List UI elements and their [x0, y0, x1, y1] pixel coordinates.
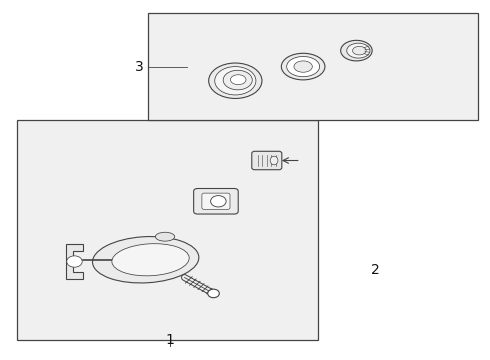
- Ellipse shape: [341, 40, 372, 61]
- Ellipse shape: [215, 67, 256, 95]
- Text: 3: 3: [135, 59, 143, 73]
- Ellipse shape: [230, 75, 246, 85]
- Circle shape: [208, 289, 220, 298]
- Bar: [17, 120, 318, 339]
- Ellipse shape: [209, 63, 262, 99]
- Ellipse shape: [352, 46, 366, 55]
- Bar: [148, 13, 478, 120]
- Ellipse shape: [294, 61, 312, 72]
- FancyBboxPatch shape: [202, 193, 230, 210]
- Polygon shape: [66, 244, 83, 279]
- Ellipse shape: [112, 244, 189, 276]
- Ellipse shape: [223, 70, 252, 90]
- Text: 2: 2: [371, 264, 380, 278]
- Text: 1: 1: [166, 333, 174, 347]
- FancyBboxPatch shape: [194, 189, 238, 214]
- Ellipse shape: [287, 57, 319, 77]
- Circle shape: [67, 256, 82, 267]
- Ellipse shape: [155, 232, 175, 241]
- Circle shape: [211, 195, 226, 207]
- Ellipse shape: [281, 53, 325, 80]
- FancyBboxPatch shape: [252, 151, 282, 170]
- Ellipse shape: [93, 237, 199, 283]
- Ellipse shape: [270, 156, 278, 165]
- Ellipse shape: [347, 43, 370, 58]
